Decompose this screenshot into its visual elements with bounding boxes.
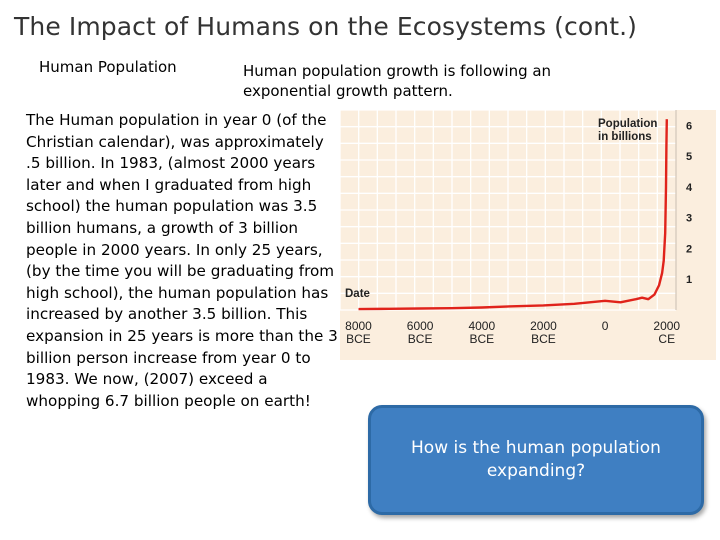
x-tick-label: 0 bbox=[602, 319, 609, 333]
x-tick-label-line: BCE bbox=[531, 332, 556, 346]
population-chart: Population in billions 1 2 3 4 5 6 Date 8000 BCE 60… bbox=[339, 109, 716, 360]
y-tick-label: 2 bbox=[686, 243, 692, 255]
chart-legend-title: Population in billions bbox=[598, 118, 657, 143]
y-tick-label: 1 bbox=[686, 274, 692, 286]
chart-date-label: Date bbox=[345, 288, 370, 300]
x-tick-label-line: 2000 bbox=[653, 319, 680, 333]
x-tick-label-line: CE bbox=[658, 332, 675, 346]
x-tick-label: 8000 BCE bbox=[345, 319, 372, 346]
x-tick-label: 2000 BCE bbox=[530, 319, 557, 346]
x-tick-label-line: 6000 bbox=[407, 319, 434, 333]
population-series-line bbox=[358, 119, 668, 311]
x-tick-label-line: 2000 bbox=[530, 319, 557, 333]
chart-background bbox=[340, 110, 716, 360]
y-tick-label: 5 bbox=[686, 151, 692, 163]
x-tick-label-line: BCE bbox=[408, 332, 433, 346]
x-tick-label-line: 0 bbox=[602, 319, 609, 333]
chart-legend-title-line: Population bbox=[598, 118, 657, 130]
y-tick-label: 4 bbox=[686, 182, 693, 194]
x-tick-label: 4000 BCE bbox=[468, 319, 495, 346]
subheading-growth-pattern: Human population growth is following an … bbox=[243, 62, 552, 100]
body-paragraph: The Human population in year 0 (of the C… bbox=[26, 111, 338, 410]
x-tick-label: 2000 CE bbox=[653, 319, 680, 346]
x-tick-label-line: BCE bbox=[469, 332, 494, 346]
callout-question-box: How is the human population expanding? bbox=[368, 405, 704, 515]
x-tick-label-line: BCE bbox=[346, 332, 371, 346]
x-tick-label-line: 4000 bbox=[468, 319, 495, 333]
x-tick-label: 6000 BCE bbox=[407, 319, 434, 346]
subheading-human-population: Human Population bbox=[39, 58, 177, 76]
y-tick-label: 3 bbox=[686, 213, 692, 225]
chart-legend-title-line: in billions bbox=[598, 131, 652, 143]
x-tick-label-line: 8000 bbox=[345, 319, 372, 333]
slide-title: The Impact of Humans on the Ecosystems (… bbox=[14, 12, 638, 41]
callout-text: How is the human population expanding? bbox=[411, 438, 661, 481]
y-tick-label: 6 bbox=[686, 120, 692, 132]
